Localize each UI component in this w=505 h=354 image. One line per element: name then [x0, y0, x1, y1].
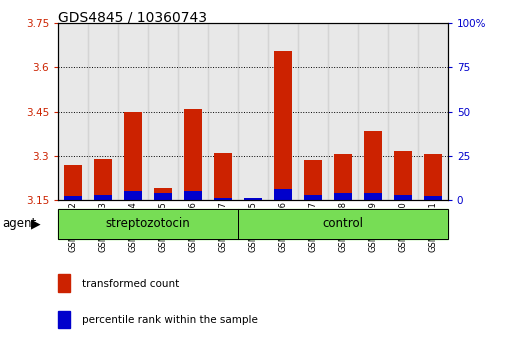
Bar [184, 109, 201, 200]
Bar [237, 209, 447, 239]
Bar [124, 191, 142, 200]
Bar [327, 23, 357, 200]
Text: agent: agent [3, 217, 37, 230]
Bar [124, 112, 142, 200]
Bar [154, 193, 172, 200]
Bar [94, 159, 112, 200]
Bar [58, 209, 237, 239]
Bar [94, 195, 112, 200]
Bar [237, 209, 447, 239]
Bar [243, 199, 262, 200]
Bar [214, 153, 232, 200]
Bar [178, 23, 208, 200]
Bar [208, 23, 237, 200]
Bar [393, 195, 411, 200]
Bar [393, 151, 411, 200]
Bar [64, 165, 82, 200]
Text: transformed count: transformed count [81, 279, 178, 289]
Bar [58, 311, 70, 328]
Bar [273, 51, 291, 200]
Bar [243, 198, 262, 200]
Bar [237, 23, 268, 200]
Bar [58, 209, 237, 239]
Bar [304, 160, 321, 200]
Bar [363, 131, 381, 200]
Bar [297, 23, 327, 200]
Bar [363, 193, 381, 200]
Text: streptozotocin: streptozotocin [106, 217, 190, 230]
Bar [154, 188, 172, 200]
Bar [214, 198, 232, 200]
Bar [268, 23, 297, 200]
Bar [88, 23, 118, 200]
Bar [58, 23, 88, 200]
Bar [333, 154, 351, 200]
Bar [118, 23, 148, 200]
Text: control: control [322, 217, 363, 230]
Text: ▶: ▶ [31, 217, 41, 230]
Bar [387, 23, 417, 200]
Bar [58, 274, 70, 292]
Text: GDS4845 / 10360743: GDS4845 / 10360743 [58, 11, 207, 25]
Bar [148, 23, 178, 200]
Bar [423, 154, 441, 200]
Bar [357, 23, 387, 200]
Bar [417, 23, 447, 200]
Bar [333, 193, 351, 200]
Bar [273, 189, 291, 200]
Bar [184, 191, 201, 200]
Text: percentile rank within the sample: percentile rank within the sample [81, 315, 257, 325]
Bar [304, 195, 321, 200]
Bar [64, 196, 82, 200]
Bar [423, 196, 441, 200]
